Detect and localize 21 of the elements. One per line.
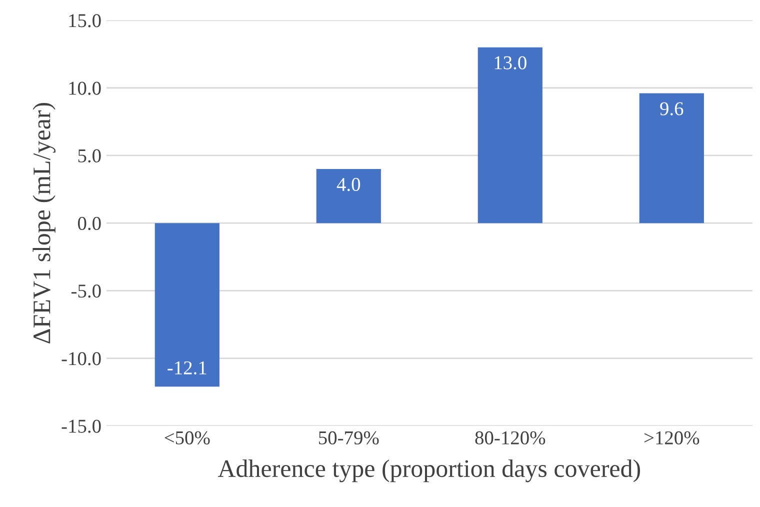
y-tick-label: 5.0: [78, 149, 101, 163]
bar: [316, 169, 381, 224]
x-tick-label: >120%: [644, 431, 700, 444]
y-tick-label: 10.0: [69, 82, 101, 95]
y-tick-label: 0.0: [78, 216, 101, 230]
x-tick-label: 80-120%: [475, 431, 546, 444]
y-tick-label: -10.0: [62, 352, 101, 366]
data-label: 4.0: [336, 178, 360, 192]
bar: [154, 223, 220, 387]
x-tick-label: 50-79%: [319, 431, 379, 444]
bar: [639, 93, 704, 224]
bar: [478, 47, 542, 224]
y-tick-label: -5.0: [71, 284, 101, 298]
data-label: 9.6: [660, 102, 684, 116]
data-label: 13.0: [494, 56, 526, 70]
x-axis-title: Adherence type (proportion days covered): [218, 459, 640, 482]
y-axis-title: ΔFEV1 slope (mL/year): [32, 102, 56, 344]
x-tick-label: <50%: [164, 431, 210, 444]
y-tick-label: 15.0: [69, 14, 101, 28]
y-tick-label: -15.0: [62, 420, 101, 433]
data-label: -12.1: [168, 361, 206, 374]
